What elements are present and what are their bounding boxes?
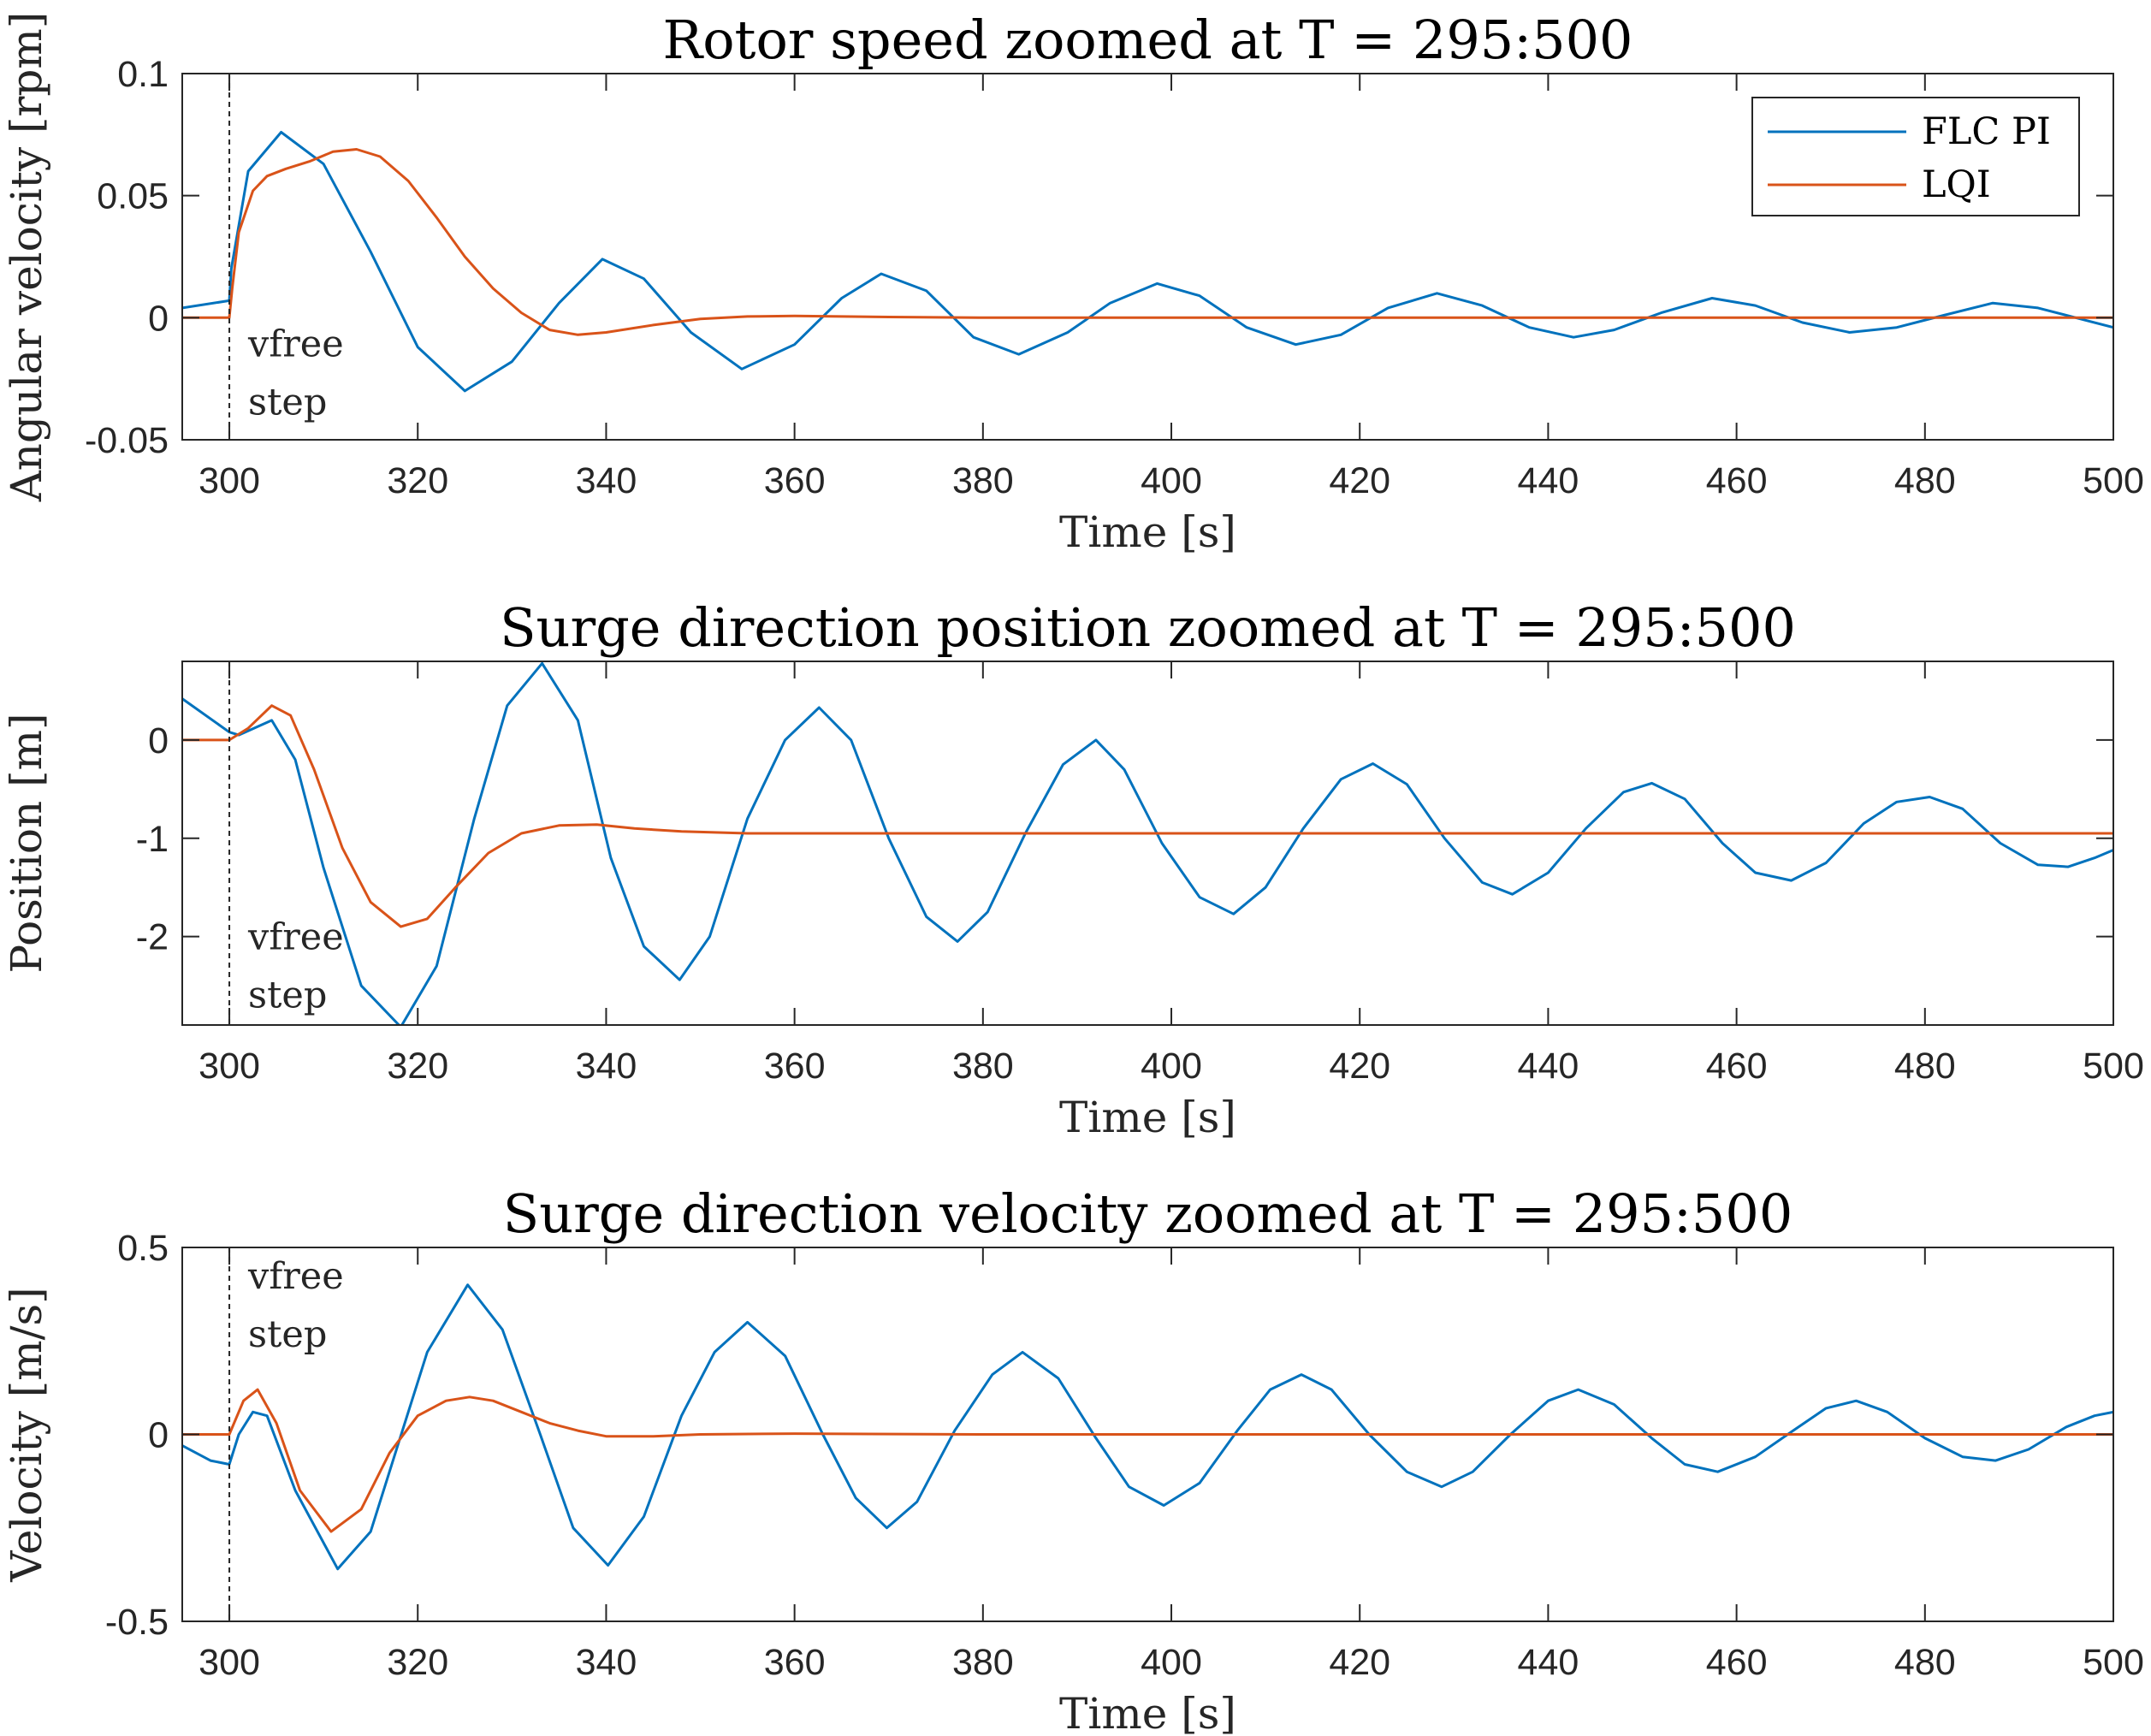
step-annotation-text: vfree — [247, 323, 344, 365]
series-line-lqi — [182, 704, 2113, 928]
x-tick-label: 480 — [1894, 460, 1956, 501]
x-tick-label: 460 — [1706, 1046, 1768, 1087]
x-tick-label: 500 — [2083, 460, 2144, 501]
y-tick-label: -0.05 — [85, 420, 169, 461]
x-tick-label: 420 — [1329, 460, 1390, 501]
x-tick-label: 400 — [1141, 1046, 1202, 1087]
x-tick-label: 300 — [199, 460, 260, 501]
legend-label: FLC PI — [1922, 110, 2051, 153]
chart-title: Surge direction velocity zoomed at T = 2… — [503, 1182, 1793, 1245]
y-tick-label: -1 — [136, 819, 169, 860]
x-tick-label: 360 — [764, 1642, 826, 1683]
x-tick-label: 480 — [1894, 1642, 1956, 1683]
x-tick-label: 440 — [1518, 1642, 1579, 1683]
x-axis-label: Time [s] — [1059, 1689, 1236, 1736]
x-tick-label: 340 — [576, 1046, 637, 1087]
step-annotation-text: step — [248, 975, 327, 1017]
axes-box — [181, 661, 2114, 1026]
x-tick-label: 440 — [1518, 460, 1579, 501]
x-tick-label: 440 — [1518, 1046, 1579, 1087]
step-annotation-text: vfree — [247, 1255, 344, 1298]
step-annotation-text: step — [248, 1313, 327, 1356]
y-axis-label: Velocity [m/s] — [2, 1287, 51, 1582]
series-line-lqi — [182, 1388, 2113, 1533]
x-tick-label: 400 — [1141, 460, 1202, 501]
step-annotation-text: vfree — [247, 916, 344, 959]
series-line-flc-pi — [182, 1283, 2113, 1571]
y-tick-label: 0 — [148, 298, 169, 339]
chart-2: Surge direction position zoomed at T = 2… — [2, 596, 2144, 1142]
x-tick-label: 320 — [387, 1642, 448, 1683]
chart-title: Surge direction position zoomed at T = 2… — [500, 596, 1796, 659]
y-axis-label: Position [m] — [2, 713, 51, 973]
x-tick-label: 380 — [952, 1046, 1014, 1087]
x-tick-label: 360 — [764, 1046, 826, 1087]
x-tick-label: 320 — [387, 1046, 448, 1087]
x-tick-label: 420 — [1329, 1642, 1390, 1683]
y-tick-label: -0.5 — [105, 1602, 169, 1643]
x-tick-label: 340 — [576, 460, 637, 501]
x-tick-label: 500 — [2083, 1642, 2144, 1683]
x-tick-label: 320 — [387, 460, 448, 501]
legend: FLC PI LQI — [1751, 97, 2080, 216]
y-tick-label: 0.1 — [117, 54, 169, 95]
x-tick-label: 480 — [1894, 1046, 1956, 1087]
x-tick-label: 400 — [1141, 1642, 1202, 1683]
step-annotation-text: step — [248, 381, 327, 424]
x-tick-label: 420 — [1329, 1046, 1390, 1087]
x-axis-label: Time [s] — [1059, 1093, 1236, 1142]
axes-box — [181, 73, 2114, 441]
x-tick-label: 380 — [952, 1642, 1014, 1683]
series-line-flc-pi — [182, 661, 2113, 1025]
chart-1: Rotor speed zoomed at T = 295:500 300 320 3… — [2, 9, 2144, 557]
x-tick-label: 460 — [1706, 460, 1768, 501]
x-tick-label: 500 — [2083, 1046, 2144, 1087]
y-axis-label: Angular velocity [rpm] — [2, 12, 51, 503]
x-tick-label: 340 — [576, 1642, 637, 1683]
x-tick-label: 300 — [199, 1642, 260, 1683]
x-axis-label: Time [s] — [1059, 507, 1236, 557]
y-tick-label: 0.5 — [117, 1228, 169, 1269]
y-tick-label: 0 — [148, 1415, 169, 1456]
x-tick-label: 460 — [1706, 1642, 1768, 1683]
legend-label: LQI — [1922, 163, 1991, 206]
series-line-lqi — [182, 148, 2113, 336]
x-tick-label: 300 — [199, 1046, 260, 1087]
x-tick-label: 380 — [952, 460, 1014, 501]
y-tick-label: 0.05 — [97, 176, 169, 217]
chart-title: Rotor speed zoomed at T = 295:500 — [663, 9, 1633, 71]
y-tick-label: 0 — [148, 720, 169, 761]
legend-box — [1751, 97, 2080, 216]
chart-3: Surge direction velocity zoomed at T = 2… — [2, 1182, 2144, 1736]
x-tick-label: 360 — [764, 460, 826, 501]
y-tick-label: -2 — [136, 917, 169, 958]
